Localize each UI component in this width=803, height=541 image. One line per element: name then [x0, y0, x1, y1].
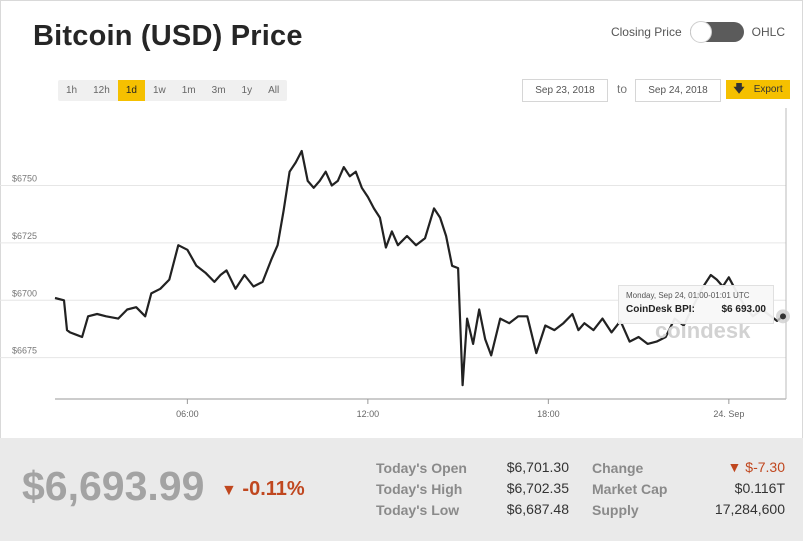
today-low-value: $6,687.48 — [506, 501, 569, 517]
x-tick-label: 12:00 — [357, 409, 380, 419]
today-open-label: Today's Open — [376, 460, 467, 476]
y-tick-label: $6675 — [12, 346, 37, 356]
supply-value: 17,284,600 — [714, 501, 785, 517]
x-tick-label: 18:00 — [537, 409, 560, 419]
y-tick-label: $6750 — [12, 173, 37, 183]
today-high-value: $6,702.35 — [506, 480, 569, 496]
y-tick-label: $6700 — [12, 288, 37, 298]
range-1h[interactable]: 1h — [66, 85, 78, 96]
down-arrow-icon: ▼ — [221, 482, 237, 499]
end-date-input[interactable]: Sep 24, 2018 — [635, 79, 721, 102]
x-tick-label: 06:00 — [176, 409, 199, 419]
today-open-value: $6,701.30 — [506, 459, 569, 475]
range-3m[interactable]: 3m — [211, 85, 226, 96]
closing-price-label: Closing Price — [610, 25, 682, 39]
today-low-label: Today's Low — [376, 502, 460, 518]
supply-label: Supply — [592, 502, 639, 518]
switch-knob[interactable] — [689, 21, 712, 43]
date-to-label: to — [617, 82, 628, 96]
export-button[interactable]: 🡇 Export — [726, 80, 790, 99]
summary-panel — [0, 438, 803, 541]
range-1m[interactable]: 1m — [181, 85, 196, 96]
start-date-input[interactable]: Sep 23, 2018 — [522, 79, 608, 102]
change-percent-value: -0.11% — [242, 478, 305, 500]
export-label: Export — [753, 84, 783, 95]
tooltip-label: CoinDesk BPI: — [626, 304, 695, 315]
change-percent: ▼ -0.11% — [221, 478, 305, 501]
range-all[interactable]: All — [268, 85, 280, 96]
range-1w[interactable]: 1w — [152, 85, 166, 96]
mode-switch[interactable] — [689, 21, 744, 43]
page-title: Bitcoin (USD) Price — [33, 20, 303, 52]
tooltip-value: $6 693.00 — [721, 304, 767, 315]
range-selector: 1h 12h 1d 1w 1m 3m 1y All — [58, 80, 288, 101]
x-tick-label: 24. Sep — [713, 409, 744, 419]
tooltip-time: Monday, Sep 24, 01:00-01:01 UTC — [626, 291, 750, 300]
chart-tooltip: Monday, Sep 24, 01:00-01:01 UTC CoinDesk… — [618, 285, 774, 324]
current-price: $6,693.99 — [22, 463, 205, 509]
y-tick-label: $6725 — [12, 231, 37, 241]
hover-point[interactable] — [779, 313, 786, 320]
change-label: Change — [592, 460, 644, 476]
range-1y[interactable]: 1y — [241, 85, 253, 96]
price-chart: $6675 $6700 $6725 $6750 06:00 12:00 18:00 24. S… — [0, 108, 790, 419]
range-1d[interactable]: 1d — [117, 80, 145, 101]
range-12h[interactable]: 12h — [93, 85, 110, 96]
download-arrow-icon: 🡇 — [733, 83, 745, 95]
market-cap-value: $0.116T — [734, 480, 785, 496]
change-value: ▼ $-7.30 — [727, 459, 785, 475]
today-high-label: Today's High — [376, 481, 463, 497]
ohlc-label: OHLC — [751, 25, 785, 39]
market-cap-label: Market Cap — [592, 481, 668, 497]
price-series-line — [54, 149, 784, 387]
price-mode-toggle[interactable]: Closing Price OHLC — [610, 21, 785, 43]
